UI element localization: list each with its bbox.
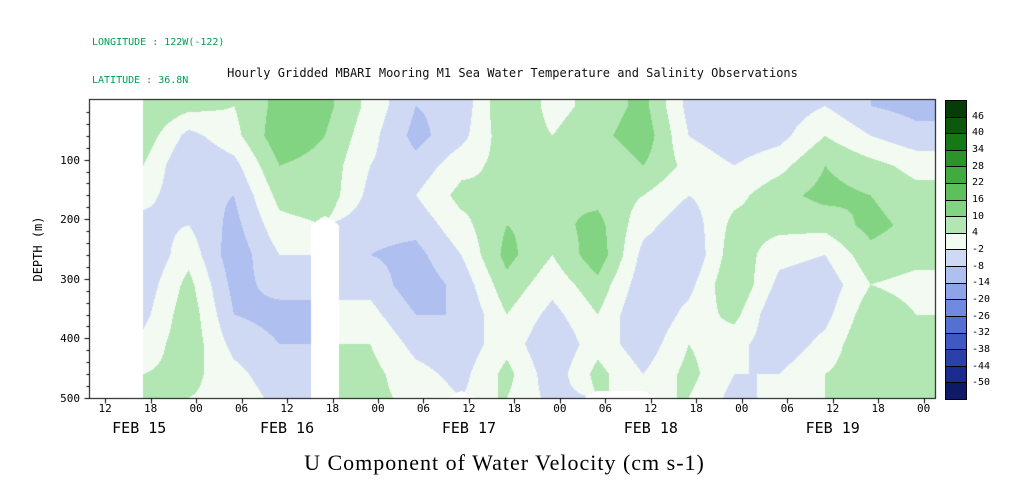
colorbar-cell — [945, 216, 967, 234]
x-tick-label: 18 — [144, 402, 158, 415]
x-day-label: FEB 19 — [805, 419, 860, 437]
colorbar-tick-label: -38 — [972, 344, 991, 355]
colorbar-cell — [945, 149, 967, 168]
colorbar-tick-label: 28 — [972, 160, 985, 172]
heatmap-canvas — [82, 95, 942, 405]
x-tick-label: 06 — [780, 402, 794, 415]
x-tick-label: 12 — [644, 402, 658, 415]
colorbar-cell — [945, 365, 967, 384]
x-tick-label: 00 — [371, 402, 385, 415]
colorbar-cell — [945, 100, 967, 118]
colorbar-cell — [945, 183, 967, 201]
x-tick-label: 00 — [553, 402, 567, 415]
colorbar-cell — [945, 199, 967, 218]
y-tick-label: 300 — [60, 272, 80, 286]
header-longitude: LONGITUDE : 122W(-122) — [92, 37, 225, 48]
x-day-label: FEB 16 — [259, 419, 315, 437]
y-tick-label: 500 — [60, 392, 80, 405]
colorbar-tick-label: 40 — [972, 127, 985, 139]
colorbar-tick-label: -2 — [972, 244, 985, 255]
colorbar-tick-label: -32 — [972, 327, 991, 339]
colorbar-tick-label: 46 — [972, 110, 985, 122]
x-tick-label: 00 — [917, 402, 931, 415]
x-tick-label: 00 — [189, 402, 203, 415]
colorbar-cell — [945, 166, 967, 185]
y-tick-label: 100 — [60, 153, 80, 167]
x-tick-label: 18 — [871, 402, 885, 415]
plot-title: Hourly Gridded MBARI Mooring M1 Sea Wate… — [227, 66, 798, 80]
colorbar-cell — [945, 382, 967, 400]
x-tick-label: 18 — [507, 402, 522, 415]
colorbar-tick-label: 4 — [972, 227, 979, 239]
colorbar-cell — [945, 249, 967, 268]
x-tick-label: 06 — [234, 402, 249, 415]
x-tick-label: 18 — [325, 402, 340, 415]
colorbar-cell — [945, 299, 967, 317]
colorbar — [945, 100, 967, 400]
colorbar-cell — [945, 232, 967, 251]
header-latitude: LATITUDE : 36.8N — [92, 74, 189, 86]
y-axis-label: DEPTH (m) — [31, 216, 45, 282]
x-tick-label: 18 — [689, 402, 703, 415]
colorbar-tick-label: -50 — [972, 377, 991, 389]
x-tick-label: 12 — [462, 402, 476, 415]
x-day-label: FEB 18 — [623, 419, 678, 437]
colorbar-tick-label: -14 — [972, 277, 991, 289]
x-tick-label: 00 — [735, 402, 749, 415]
x-tick-label: 12 — [826, 402, 840, 415]
x-tick-label: 06 — [416, 402, 431, 415]
colorbar-tick-label: -44 — [972, 360, 991, 372]
colorbar-cell — [945, 116, 967, 135]
colorbar-cell — [945, 266, 967, 284]
colorbar-tick-label: 22 — [972, 177, 985, 189]
colorbar-tick-label: -8 — [972, 260, 985, 272]
x-tick-label: 12 — [98, 402, 112, 415]
colorbar-cell — [945, 349, 967, 367]
colorbar-tick-label: -20 — [972, 294, 991, 305]
x-tick-label: 06 — [598, 402, 612, 415]
y-tick-label: 400 — [60, 332, 80, 346]
y-tick-label: 200 — [60, 213, 80, 227]
colorbar-tick-label: -26 — [972, 310, 991, 322]
colorbar-tick-label: 16 — [972, 194, 985, 205]
colorbar-cell — [945, 282, 967, 301]
colorbar-tick-label: 34 — [972, 144, 985, 155]
colorbar-cell — [945, 315, 967, 334]
x-day-label: FEB 15 — [112, 419, 167, 437]
x-axis-title: U Component of Water Velocity (cm s-1) — [304, 450, 705, 475]
colorbar-cell — [945, 332, 967, 351]
colorbar-tick-label: 10 — [972, 210, 985, 222]
colorbar-cell — [945, 133, 967, 151]
x-tick-label: 12 — [280, 402, 294, 415]
x-day-label: FEB 17 — [441, 419, 497, 437]
